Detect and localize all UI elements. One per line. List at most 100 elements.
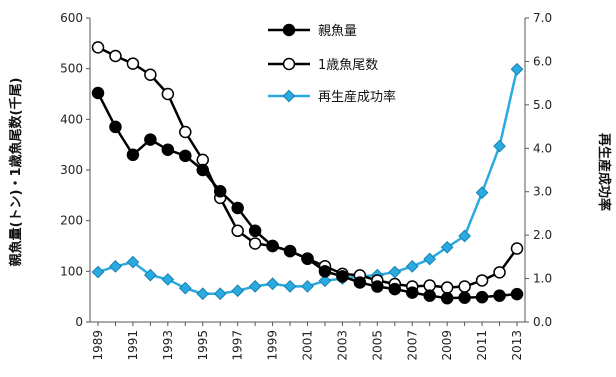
data-point-reproductive-success (231, 284, 245, 298)
data-point-reproductive-success (126, 255, 140, 269)
data-point-spawning-biomass (353, 276, 367, 289)
x-tick-label: 2013 (510, 330, 524, 361)
data-point-age1-count (144, 68, 157, 81)
x-tick-label: 1997 (231, 330, 245, 361)
data-point-spawning-biomass (109, 120, 122, 134)
data-point-spawning-biomass (493, 289, 506, 302)
data-point-spawning-biomass (336, 270, 349, 283)
data-point-reproductive-success (213, 287, 227, 301)
x-tick-label: 2005 (370, 330, 384, 361)
data-point-spawning-biomass (91, 86, 105, 100)
x-tick-label: 1991 (126, 330, 140, 361)
data-point-reproductive-success (475, 186, 489, 199)
legend-marker-reproductive-success (282, 89, 296, 103)
y-left-tick-label: 500 (60, 62, 83, 76)
data-point-reproductive-success (301, 280, 314, 293)
x-tick-label: 2007 (405, 330, 419, 361)
y-right-tick-label: 4.0 (533, 141, 552, 155)
data-point-reproductive-success (405, 260, 419, 273)
data-point-reproductive-success (161, 273, 175, 286)
data-point-reproductive-success (510, 62, 524, 76)
data-point-reproductive-success (458, 229, 471, 243)
data-point-age1-count (126, 57, 140, 70)
data-point-reproductive-success (318, 274, 332, 288)
x-tick-label: 2011 (475, 330, 489, 361)
data-point-age1-count (475, 274, 489, 287)
data-point-reproductive-success (144, 268, 157, 282)
y-left-tick-label: 400 (60, 112, 83, 126)
legend-marker-spawning-biomass (282, 23, 296, 37)
y-axis-right-title: 再生産成功率 (596, 133, 612, 211)
y-left-tick-label: 600 (60, 11, 83, 25)
data-point-spawning-biomass (371, 280, 384, 293)
x-tick-label: 2001 (301, 330, 315, 361)
data-point-age1-count (231, 224, 244, 238)
y-right-tick-label: 7.0 (533, 11, 552, 25)
data-point-reproductive-success (283, 280, 297, 293)
data-point-spawning-biomass (475, 290, 489, 304)
y-right-tick-label: 1.0 (533, 272, 552, 286)
data-point-age1-count (423, 279, 436, 292)
y-right-tick-label: 5.0 (533, 98, 552, 112)
data-point-reproductive-success (266, 277, 279, 291)
data-point-reproductive-success (248, 280, 262, 293)
y-left-tick-label: 300 (60, 163, 83, 177)
data-point-spawning-biomass (213, 185, 227, 198)
data-point-spawning-biomass (318, 265, 332, 278)
data-point-age1-count (493, 266, 506, 279)
data-point-reproductive-success (178, 281, 192, 295)
axes: 0 100 200 300 400 500 600 0.0 1.0 2.0 3.0 4.0 5.0 6.0… (60, 11, 552, 361)
data-point-age1-count (440, 281, 454, 294)
y-left-tick-label: 100 (60, 264, 83, 278)
legend-label-spawning-biomass: 親魚量 (318, 24, 357, 39)
x-tick-label: 2009 (440, 330, 454, 361)
data-point-reproductive-success (388, 265, 402, 279)
data-point-age1-count (248, 237, 262, 250)
data-point-spawning-biomass (301, 252, 314, 265)
data-point-spawning-biomass (510, 287, 524, 301)
legend-label-age1-count: 1歳魚尾数 (318, 58, 378, 73)
data-point-spawning-biomass (406, 286, 419, 299)
data-point-age1-count (510, 242, 524, 255)
data-point-reproductive-success (440, 240, 454, 254)
y-right-tick-label: 0.0 (533, 315, 552, 329)
x-tick-label: 1999 (266, 330, 280, 361)
data-point-spawning-biomass (144, 133, 157, 146)
series-line-spawning-biomass (96, 92, 518, 300)
data-point-age1-count (91, 41, 105, 54)
data-point-spawning-biomass (266, 239, 279, 253)
x-tick-label: 1989 (91, 330, 105, 361)
y-left-tick-label: 200 (60, 214, 83, 228)
data-point-reproductive-success (196, 287, 210, 301)
legend-label-reproductive-success: 再生産成功率 (318, 89, 396, 105)
data-point-spawning-biomass (248, 224, 262, 238)
data-point-spawning-biomass (179, 149, 192, 163)
data-point-reproductive-success (91, 265, 105, 279)
y-right-tick-label: 6.0 (533, 54, 552, 68)
data-point-spawning-biomass (458, 291, 471, 304)
x-tick-label: 1995 (196, 330, 210, 361)
data-point-age1-count (179, 125, 192, 139)
data-point-spawning-biomass (388, 282, 402, 296)
series-line-age1-count (97, 46, 519, 289)
y-right-tick-label: 3.0 (533, 185, 552, 199)
legend-marker-age1-count (282, 57, 296, 71)
data-point-spawning-biomass (161, 143, 175, 156)
data-point-reproductive-success (493, 139, 506, 153)
data-point-reproductive-success (109, 260, 122, 273)
x-tick-label: 1993 (161, 330, 175, 361)
data-point-age1-count (196, 153, 209, 167)
data-point-age1-count (109, 49, 122, 63)
data-point-spawning-biomass (126, 148, 140, 162)
series-spawning-biomass (91, 86, 524, 305)
y-axis-left-title: 親魚量(トン)・1歳魚尾数(千尾) (8, 78, 24, 267)
data-point-age1-count (458, 280, 471, 293)
data-point-spawning-biomass (283, 244, 297, 258)
data-point-spawning-biomass (196, 163, 209, 177)
y-right-tick-label: 2.0 (533, 228, 552, 242)
data-point-spawning-biomass (440, 291, 454, 305)
data-point-reproductive-success (423, 252, 437, 266)
x-tick-label: 2003 (335, 330, 349, 361)
legend: 親魚量 1歳魚尾数 再生産成功率 (268, 23, 396, 105)
data-point-spawning-biomass (423, 289, 436, 302)
